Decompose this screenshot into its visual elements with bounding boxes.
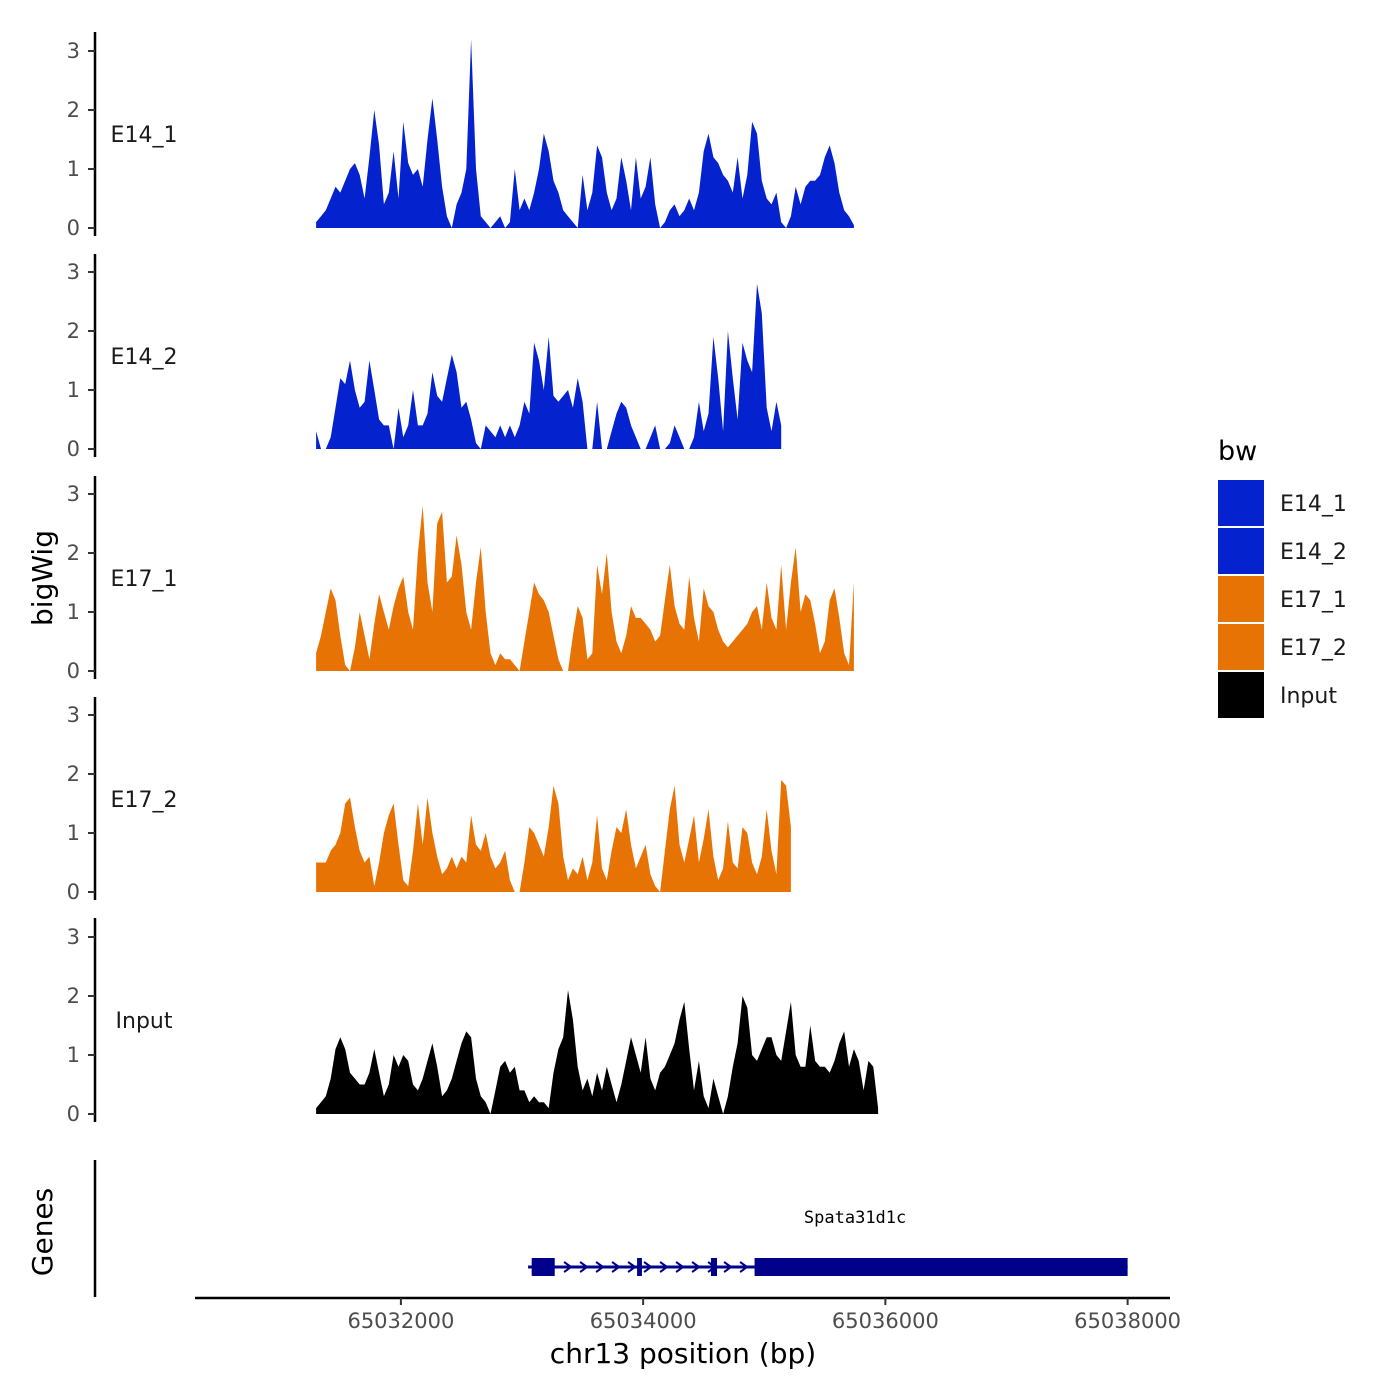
y-tick-label: 2 — [67, 319, 80, 343]
legend-label-E14_1: E14_1 — [1280, 492, 1347, 517]
y-tick-label: 2 — [67, 541, 80, 565]
signal-area-E14_1 — [316, 39, 854, 229]
signal-area-E17_2 — [316, 779, 791, 892]
y-tick-label: 0 — [67, 1102, 80, 1126]
track-label: E14_2 — [111, 345, 178, 370]
strand-arrow — [579, 1261, 589, 1273]
signal-area-Input — [316, 990, 879, 1114]
track-Input: 0 1 2 3 Input — [67, 918, 879, 1126]
strand-arrow — [611, 1261, 621, 1273]
y-tick-label: 2 — [67, 98, 80, 122]
strand-arrow — [675, 1261, 685, 1273]
x-tick-label: 65038000 — [1074, 1309, 1181, 1333]
track-label: Input — [116, 1009, 173, 1034]
strand-arrow — [563, 1261, 573, 1273]
strand-arrow — [627, 1261, 637, 1273]
genes-axis-title: Genes — [26, 1188, 59, 1276]
y-tick-label: 2 — [67, 762, 80, 786]
gene-exon — [754, 1258, 1128, 1276]
track-label: E14_1 — [111, 123, 178, 148]
x-tick-label: 65036000 — [832, 1309, 939, 1333]
y-tick-label: 1 — [67, 378, 80, 402]
genes-layer: Spata31d1c — [93, 1160, 1128, 1297]
gene-exon — [637, 1258, 642, 1276]
legend-title: bw — [1218, 436, 1257, 467]
x-axis: 65032000 65034000 65036000 65038000 — [195, 1296, 1181, 1333]
y-tick-label: 3 — [67, 703, 80, 727]
y-tick-label: 1 — [67, 157, 80, 181]
y-tick-label: 0 — [67, 216, 80, 240]
y-tick-label: 1 — [67, 1043, 80, 1067]
y-tick-label: 1 — [67, 821, 80, 845]
y-axis-title: bigWig — [26, 530, 59, 626]
legend-swatch-E17_1 — [1218, 576, 1264, 622]
y-tick-label: 3 — [67, 260, 80, 284]
strand-arrow — [691, 1261, 701, 1273]
track-E17_1: 0 1 2 3 E17_1 — [67, 476, 854, 683]
x-axis-title: chr13 position (bp) — [550, 1337, 816, 1370]
track-E17_2: 0 1 2 3 E17_2 — [67, 697, 791, 904]
strand-arrow — [739, 1261, 749, 1273]
track-E14_1: 0 1 2 3 E14_1 — [67, 32, 854, 240]
legend-label-Input: Input — [1280, 684, 1337, 709]
y-tick-label: 0 — [67, 659, 80, 683]
track-E14_2: 0 1 2 3 E14_2 — [67, 254, 782, 461]
legend-swatch-E17_2 — [1218, 624, 1264, 670]
y-tick-label: 2 — [67, 984, 80, 1008]
legend-swatch-E14_2 — [1218, 528, 1264, 574]
legend-swatch-E14_1 — [1218, 480, 1264, 526]
legend-label-E17_1: E17_1 — [1280, 588, 1347, 613]
gene-exon — [710, 1258, 718, 1276]
tracks-layer: 0 1 2 3 E14_1 0 1 2 3 E14_2 0 1 2 3 E17_1 0 1 2 3 E17_2 0 1 2 3… — [67, 32, 879, 1126]
y-tick-label: 3 — [67, 39, 80, 63]
legend-label-E14_2: E14_2 — [1280, 540, 1347, 565]
legend: bw E14_1 E14_2 E17_1 E17_2 Input — [1218, 436, 1347, 718]
gene-name-label: Spata31d1c — [804, 1208, 906, 1228]
x-tick-label: 65032000 — [347, 1309, 454, 1333]
y-tick-label: 0 — [67, 437, 80, 461]
signal-area-E14_2 — [316, 283, 782, 449]
strand-arrow — [595, 1261, 605, 1273]
gene-exon — [531, 1258, 555, 1276]
strand-arrow — [643, 1261, 653, 1273]
y-tick-label: 3 — [67, 925, 80, 949]
signal-area-E17_1 — [316, 505, 854, 671]
track-label: E17_2 — [111, 788, 178, 813]
legend-swatch-Input — [1218, 672, 1264, 718]
x-tick-label: 65034000 — [590, 1309, 697, 1333]
y-tick-label: 3 — [67, 482, 80, 506]
track-label: E17_1 — [111, 567, 178, 592]
legend-label-E17_2: E17_2 — [1280, 636, 1347, 661]
strand-arrow — [723, 1261, 733, 1273]
strand-arrow — [659, 1261, 669, 1273]
y-tick-label: 0 — [67, 880, 80, 904]
y-tick-label: 1 — [67, 600, 80, 624]
